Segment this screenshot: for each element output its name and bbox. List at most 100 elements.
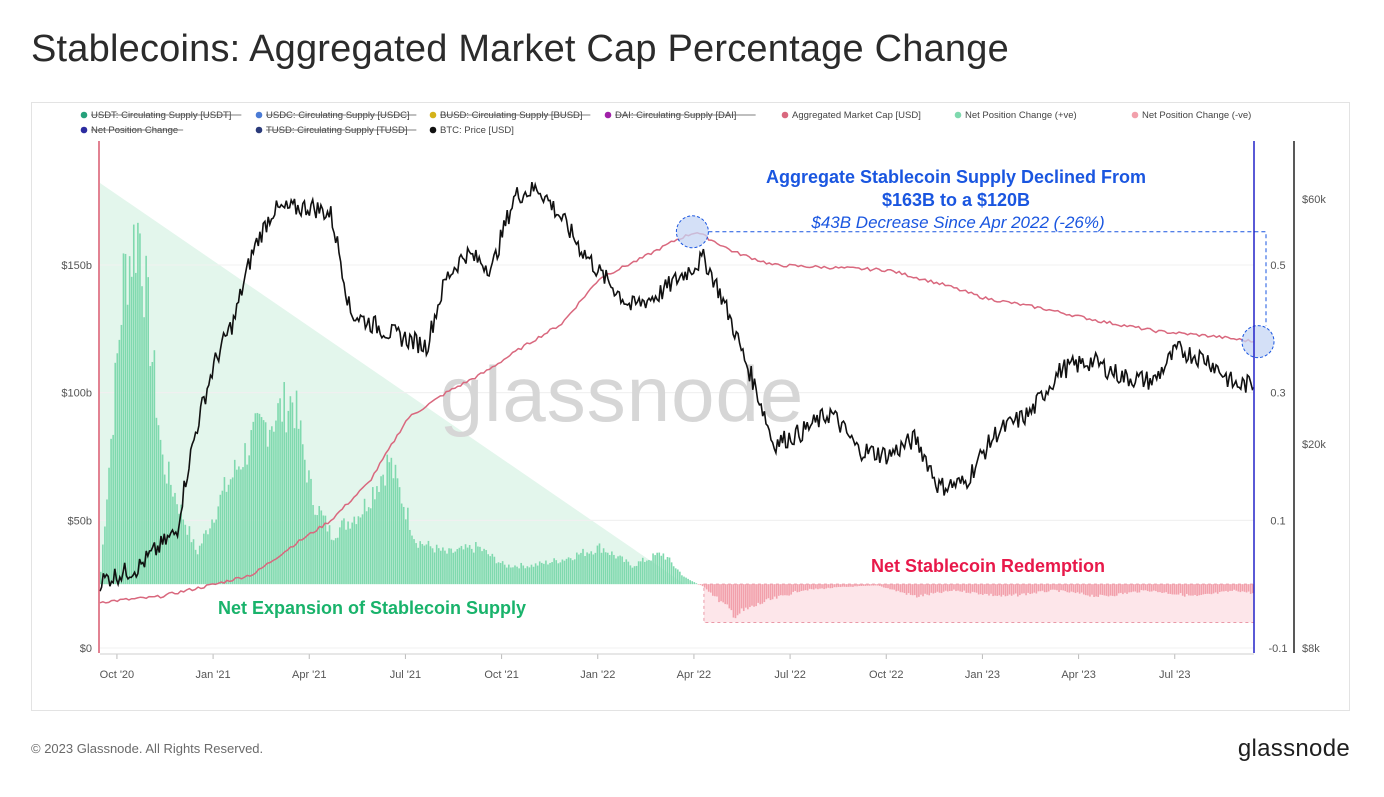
bar-negative	[745, 584, 747, 608]
bar-negative	[697, 584, 700, 585]
bar-positive	[347, 521, 349, 585]
bar-negative	[981, 584, 984, 595]
bar-positive	[306, 482, 308, 585]
annotation-text: Net Stablecoin Redemption	[871, 556, 1105, 576]
bar-positive	[629, 565, 632, 585]
bar-negative	[1218, 584, 1221, 593]
legend-label: TUSD: Circulating Supply [TUSD]	[266, 125, 407, 136]
legend-item[interactable]: TUSD: Circulating Supply [TUSD]	[255, 125, 417, 136]
bar-positive	[186, 534, 189, 585]
legend-item[interactable]: Net Position Change (-ve)	[1131, 110, 1252, 121]
bar-positive	[633, 566, 636, 585]
bar-positive	[508, 564, 510, 585]
legend-item[interactable]: USDC: Circulating Supply [USDC]	[255, 110, 417, 121]
bar-negative	[1107, 584, 1110, 597]
bar-positive	[240, 469, 242, 585]
bar-negative	[963, 584, 966, 591]
legend-swatch	[255, 111, 263, 119]
bar-positive	[120, 324, 123, 585]
bar-positive	[419, 541, 422, 585]
legend-item[interactable]: BUSD: Circulating Supply [BUSD]	[429, 110, 591, 121]
bar-positive	[174, 492, 176, 585]
bar-positive	[573, 559, 576, 585]
legend[interactable]: USDT: Circulating Supply [USDT] USDC: Cir…	[80, 110, 1252, 136]
bar-positive	[600, 552, 603, 585]
bar-negative	[1155, 584, 1157, 592]
bar-negative	[784, 584, 786, 596]
legend-item[interactable]: Net Position Change	[80, 125, 184, 136]
bar-negative	[734, 584, 737, 619]
legend-item[interactable]: Aggregated Market Cap [USD]	[781, 110, 921, 121]
bar-negative	[922, 584, 924, 597]
bar-negative	[714, 584, 716, 597]
bar-positive	[262, 420, 265, 585]
watermark-text: glassnode	[440, 350, 805, 438]
bar-negative	[1064, 584, 1067, 592]
bar-negative	[761, 584, 764, 604]
legend-item[interactable]: DAI: Circulating Supply [DAI]	[604, 110, 756, 121]
x-axis-tick: Jan '21	[196, 669, 231, 681]
bar-positive	[571, 560, 574, 585]
bar-negative	[1109, 584, 1112, 596]
bar-negative	[806, 584, 809, 591]
bar-positive	[126, 304, 129, 585]
bar-negative	[854, 584, 856, 587]
bar-positive	[468, 545, 471, 585]
legend-item[interactable]: USDT: Circulating Supply [USDT]	[80, 110, 242, 121]
bar-negative	[796, 584, 799, 593]
bar-negative	[1087, 584, 1089, 596]
bar-negative	[817, 584, 819, 590]
bar-negative	[928, 584, 931, 596]
bar-negative	[1052, 584, 1054, 590]
legend-item[interactable]: BTC: Price [USD]	[429, 125, 514, 136]
bar-negative	[986, 584, 988, 594]
bar-negative	[979, 584, 982, 595]
bar-positive	[205, 530, 207, 585]
bar-negative	[924, 584, 926, 594]
bar-negative	[913, 584, 916, 596]
bar-negative	[998, 584, 1001, 596]
bar-negative	[903, 584, 906, 594]
bar-negative	[1117, 584, 1120, 594]
bar-negative	[1192, 584, 1194, 596]
watermark: glassnode	[440, 350, 805, 438]
bar-positive	[602, 548, 605, 585]
bar-negative	[1099, 584, 1102, 595]
bar-positive	[308, 470, 310, 585]
bar-positive	[485, 550, 487, 585]
bar-positive	[151, 361, 154, 585]
bar-negative	[815, 584, 817, 589]
bar-negative	[1019, 584, 1021, 596]
bar-positive	[254, 413, 257, 585]
bar-negative	[961, 584, 963, 592]
decline-connector	[708, 231, 1267, 326]
mid-axis-tick: 0.1	[1270, 515, 1285, 527]
bar-positive	[495, 563, 498, 585]
bar-positive	[458, 547, 461, 585]
legend-swatch	[429, 126, 437, 134]
bar-negative	[1196, 584, 1198, 597]
bar-positive	[442, 547, 444, 585]
bar-negative	[1017, 584, 1019, 597]
bar-positive	[390, 457, 393, 585]
bar-positive	[670, 562, 673, 585]
bar-negative	[1097, 584, 1099, 597]
bar-positive	[196, 554, 199, 585]
chart-frame: glassnode Aggregate Stablecoin Supply De…	[31, 102, 1350, 711]
bar-positive	[178, 513, 180, 585]
chart-svg: glassnode Aggregate Stablecoin Supply De…	[61, 110, 1326, 681]
bar-negative	[1012, 584, 1015, 595]
bar-negative	[730, 584, 733, 611]
bar-positive	[147, 277, 149, 585]
bar-positive	[258, 413, 261, 585]
bar-positive	[396, 478, 399, 585]
bar-negative	[732, 584, 735, 618]
bar-negative	[856, 584, 858, 587]
bar-positive	[363, 498, 366, 585]
bar-negative	[757, 584, 759, 603]
bar-negative	[1105, 584, 1108, 596]
left-axis-tick: $0	[80, 643, 92, 655]
legend-item[interactable]: Net Position Change (+ve)	[954, 110, 1077, 121]
bar-negative	[1136, 584, 1139, 593]
bar-negative	[709, 584, 712, 593]
